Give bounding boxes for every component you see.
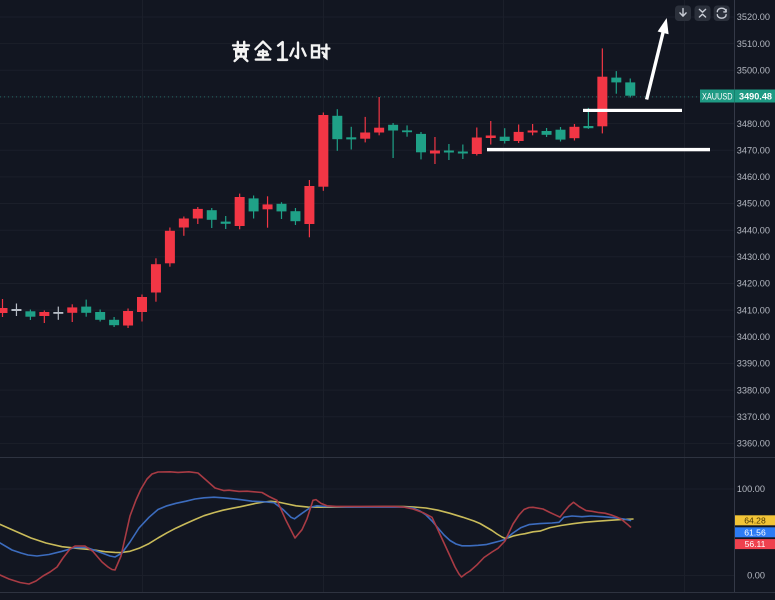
- svg-text:3370.00: 3370.00: [737, 412, 770, 422]
- svg-text:3420.00: 3420.00: [737, 279, 770, 289]
- svg-text:3390.00: 3390.00: [737, 359, 770, 369]
- svg-text:3460.00: 3460.00: [737, 172, 770, 182]
- svg-text:3470.00: 3470.00: [737, 145, 770, 155]
- svg-text:3400.00: 3400.00: [737, 332, 770, 342]
- svg-text:3480.00: 3480.00: [737, 119, 770, 129]
- svg-text:3510.00: 3510.00: [737, 39, 770, 49]
- svg-text:61.56: 61.56: [744, 527, 766, 537]
- svg-text:3500.00: 3500.00: [737, 66, 770, 76]
- svg-text:56.11: 56.11: [745, 539, 766, 549]
- svg-text:3360.00: 3360.00: [737, 439, 770, 449]
- svg-text:3490.48: 3490.48: [739, 92, 772, 102]
- svg-text:3430.00: 3430.00: [737, 252, 770, 262]
- svg-text:3410.00: 3410.00: [737, 305, 770, 315]
- svg-text:3520.00: 3520.00: [737, 12, 770, 22]
- svg-text:3450.00: 3450.00: [737, 199, 770, 209]
- svg-text:XAUUSD: XAUUSD: [702, 91, 733, 101]
- svg-text:100.00: 100.00: [737, 484, 765, 494]
- svg-text:3440.00: 3440.00: [737, 225, 770, 235]
- svg-text:64.28: 64.28: [744, 515, 766, 525]
- svg-text:3380.00: 3380.00: [737, 385, 770, 395]
- svg-text:0.00: 0.00: [747, 571, 765, 581]
